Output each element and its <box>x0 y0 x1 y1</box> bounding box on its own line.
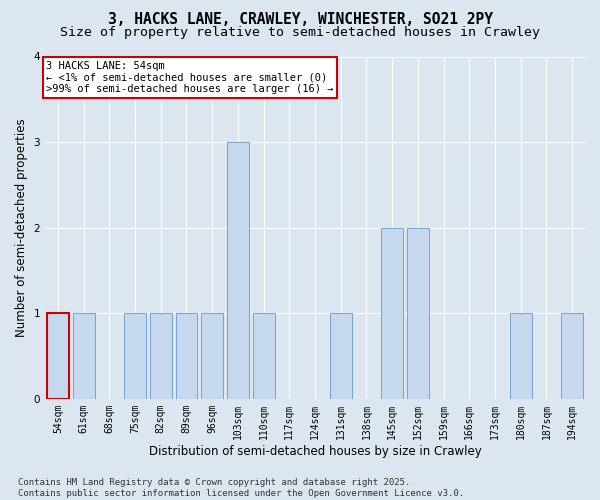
Text: Size of property relative to semi-detached houses in Crawley: Size of property relative to semi-detach… <box>60 26 540 39</box>
Text: 3 HACKS LANE: 54sqm
← <1% of semi-detached houses are smaller (0)
>99% of semi-d: 3 HACKS LANE: 54sqm ← <1% of semi-detach… <box>46 61 334 94</box>
Bar <box>176 313 197 399</box>
Bar <box>381 228 403 399</box>
Y-axis label: Number of semi-detached properties: Number of semi-detached properties <box>15 118 28 337</box>
Bar <box>47 313 69 399</box>
Bar <box>227 142 249 399</box>
Bar <box>124 313 146 399</box>
Text: 3, HACKS LANE, CRAWLEY, WINCHESTER, SO21 2PY: 3, HACKS LANE, CRAWLEY, WINCHESTER, SO21… <box>107 12 493 28</box>
Bar <box>150 313 172 399</box>
Bar <box>201 313 223 399</box>
Bar <box>561 313 583 399</box>
Bar <box>407 228 429 399</box>
X-axis label: Distribution of semi-detached houses by size in Crawley: Distribution of semi-detached houses by … <box>149 444 481 458</box>
Bar <box>73 313 95 399</box>
Bar <box>330 313 352 399</box>
Text: Contains HM Land Registry data © Crown copyright and database right 2025.
Contai: Contains HM Land Registry data © Crown c… <box>18 478 464 498</box>
Bar <box>510 313 532 399</box>
Bar <box>253 313 275 399</box>
